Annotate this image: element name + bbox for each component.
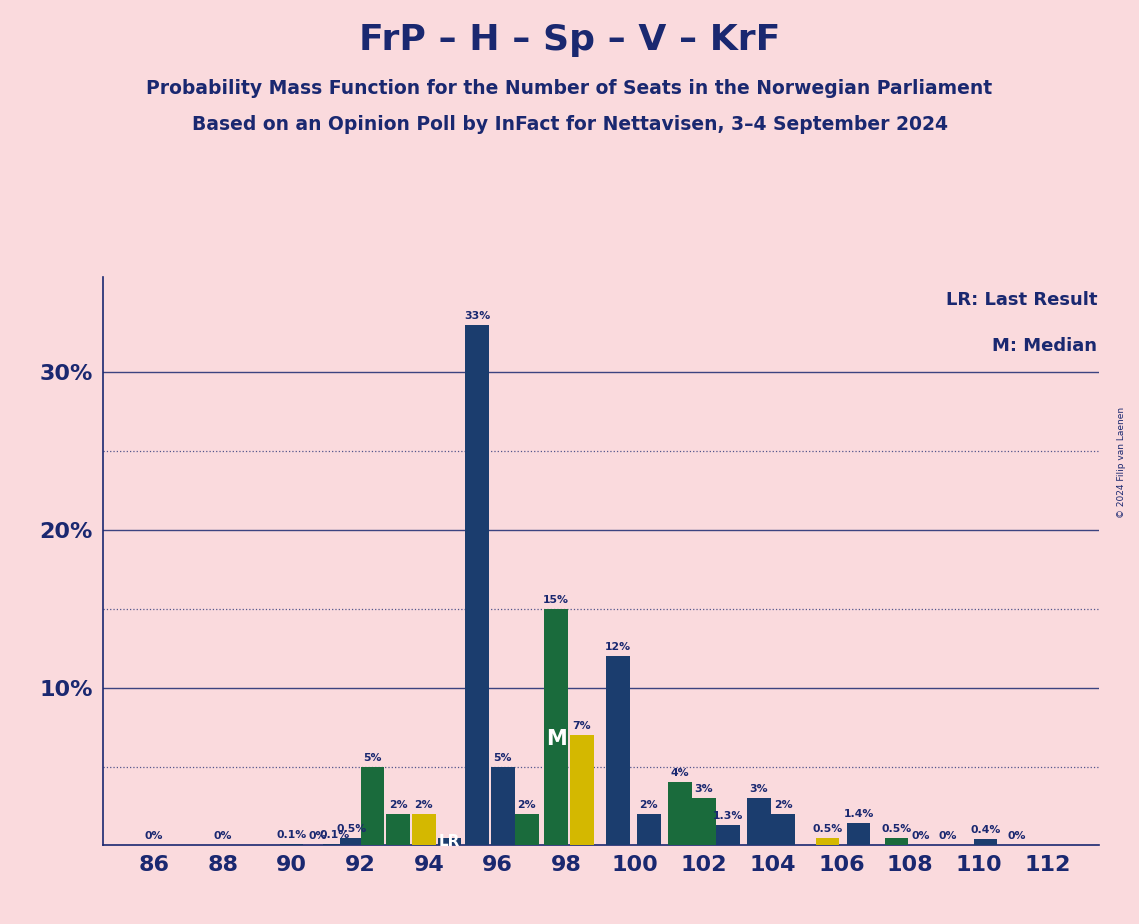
Text: 2%: 2% bbox=[640, 800, 658, 810]
Bar bbox=[974, 839, 998, 845]
Bar bbox=[515, 814, 539, 845]
Bar bbox=[361, 767, 384, 845]
Text: © 2024 Filip van Laenen: © 2024 Filip van Laenen bbox=[1117, 407, 1126, 517]
Bar bbox=[437, 837, 461, 845]
Text: 0.5%: 0.5% bbox=[882, 823, 911, 833]
Text: 0.1%: 0.1% bbox=[319, 830, 350, 840]
Bar bbox=[339, 837, 363, 845]
Text: 0%: 0% bbox=[145, 831, 163, 841]
Text: 0%: 0% bbox=[1007, 831, 1026, 841]
Text: 1.3%: 1.3% bbox=[713, 811, 743, 821]
Bar bbox=[571, 735, 593, 845]
Text: LR: Last Result: LR: Last Result bbox=[945, 291, 1097, 310]
Text: M: Median: M: Median bbox=[992, 337, 1097, 355]
Bar bbox=[544, 609, 568, 845]
Text: 2%: 2% bbox=[415, 800, 433, 810]
Text: 0%: 0% bbox=[213, 831, 232, 841]
Bar bbox=[716, 825, 739, 845]
Text: 3%: 3% bbox=[695, 784, 713, 794]
Bar bbox=[466, 324, 489, 845]
Text: M: M bbox=[546, 729, 566, 749]
Text: 0.5%: 0.5% bbox=[336, 823, 367, 833]
Bar bbox=[637, 814, 661, 845]
Bar bbox=[771, 814, 795, 845]
Text: Probability Mass Function for the Number of Seats in the Norwegian Parliament: Probability Mass Function for the Number… bbox=[147, 79, 992, 98]
Text: 0.4%: 0.4% bbox=[970, 825, 1001, 835]
Text: 2%: 2% bbox=[388, 800, 408, 810]
Text: 0.5%: 0.5% bbox=[812, 823, 843, 833]
Bar bbox=[386, 814, 410, 845]
Text: 7%: 7% bbox=[573, 721, 591, 731]
Text: 0%: 0% bbox=[939, 831, 957, 841]
Bar bbox=[885, 837, 908, 845]
Text: FrP – H – Sp – V – KrF: FrP – H – Sp – V – KrF bbox=[359, 23, 780, 57]
Text: 12%: 12% bbox=[605, 642, 631, 652]
Bar bbox=[280, 844, 303, 845]
Text: 2%: 2% bbox=[773, 800, 793, 810]
Bar bbox=[847, 823, 870, 845]
Text: 4%: 4% bbox=[671, 769, 689, 778]
Text: 5%: 5% bbox=[363, 752, 382, 762]
Bar bbox=[816, 837, 839, 845]
Text: 0.1%: 0.1% bbox=[277, 830, 306, 840]
Text: Based on an Opinion Poll by InFact for Nettavisen, 3–4 September 2024: Based on an Opinion Poll by InFact for N… bbox=[191, 116, 948, 135]
Text: 0%: 0% bbox=[911, 831, 929, 841]
Bar bbox=[412, 814, 435, 845]
Bar bbox=[669, 783, 691, 845]
Bar bbox=[693, 798, 715, 845]
Bar bbox=[491, 767, 515, 845]
Text: 15%: 15% bbox=[543, 595, 570, 604]
Text: 33%: 33% bbox=[464, 310, 490, 321]
Text: 5%: 5% bbox=[493, 752, 513, 762]
Text: 2%: 2% bbox=[517, 800, 536, 810]
Text: 0%: 0% bbox=[308, 831, 327, 841]
Text: 1.4%: 1.4% bbox=[843, 809, 874, 820]
Text: 3%: 3% bbox=[749, 784, 768, 794]
Bar bbox=[606, 656, 630, 845]
Bar bbox=[322, 844, 346, 845]
Text: LR: LR bbox=[439, 834, 460, 849]
Bar bbox=[747, 798, 771, 845]
